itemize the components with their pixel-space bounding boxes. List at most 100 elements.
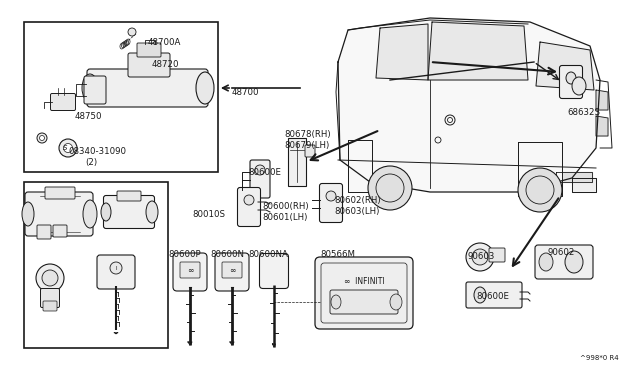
FancyBboxPatch shape	[87, 69, 208, 107]
FancyBboxPatch shape	[215, 253, 249, 291]
FancyBboxPatch shape	[259, 253, 289, 289]
Text: ^998*0 R4: ^998*0 R4	[580, 355, 619, 361]
FancyBboxPatch shape	[466, 282, 522, 308]
Text: ∞: ∞	[229, 266, 235, 275]
FancyBboxPatch shape	[321, 263, 407, 323]
Text: 80600NA: 80600NA	[248, 250, 288, 259]
Circle shape	[368, 166, 412, 210]
Ellipse shape	[326, 191, 336, 201]
Ellipse shape	[390, 294, 402, 310]
FancyBboxPatch shape	[319, 183, 342, 222]
Polygon shape	[536, 42, 594, 90]
FancyBboxPatch shape	[128, 53, 170, 77]
Text: 80600E: 80600E	[248, 168, 281, 177]
Text: 80010S: 80010S	[192, 210, 225, 219]
Bar	[24, 182, 168, 348]
Text: 80600(RH): 80600(RH)	[262, 202, 308, 211]
Polygon shape	[348, 140, 372, 192]
Polygon shape	[596, 90, 608, 110]
Circle shape	[37, 133, 47, 143]
Text: 68632S: 68632S	[567, 108, 600, 117]
FancyBboxPatch shape	[137, 43, 161, 57]
Text: 48700A: 48700A	[148, 38, 181, 47]
FancyBboxPatch shape	[45, 187, 75, 199]
Polygon shape	[572, 178, 596, 192]
Polygon shape	[556, 172, 592, 182]
Text: 80678(RH): 80678(RH)	[284, 130, 331, 139]
FancyBboxPatch shape	[37, 225, 51, 239]
FancyBboxPatch shape	[40, 289, 60, 308]
FancyBboxPatch shape	[222, 262, 242, 278]
Ellipse shape	[83, 200, 97, 228]
Ellipse shape	[255, 165, 265, 175]
Text: 90603: 90603	[468, 252, 495, 261]
FancyBboxPatch shape	[53, 225, 67, 237]
Text: 48720: 48720	[152, 60, 179, 69]
FancyBboxPatch shape	[173, 253, 207, 291]
Text: 80600P: 80600P	[168, 250, 200, 259]
Text: 80601(LH): 80601(LH)	[262, 213, 307, 222]
Polygon shape	[596, 116, 608, 136]
FancyBboxPatch shape	[250, 160, 270, 198]
Circle shape	[110, 262, 122, 274]
FancyBboxPatch shape	[25, 192, 93, 236]
Text: 80600N: 80600N	[210, 250, 244, 259]
FancyBboxPatch shape	[180, 262, 200, 278]
Ellipse shape	[244, 195, 254, 205]
FancyBboxPatch shape	[237, 187, 260, 227]
Ellipse shape	[566, 72, 576, 84]
Text: 80603(LH): 80603(LH)	[334, 207, 380, 216]
FancyBboxPatch shape	[97, 255, 135, 289]
Text: S: S	[63, 145, 67, 151]
Text: 90602: 90602	[548, 248, 575, 257]
Circle shape	[40, 135, 45, 141]
Text: 08340-31090: 08340-31090	[68, 147, 126, 156]
Circle shape	[466, 243, 494, 271]
FancyBboxPatch shape	[104, 196, 154, 228]
FancyBboxPatch shape	[51, 93, 76, 110]
Polygon shape	[428, 22, 528, 80]
FancyBboxPatch shape	[330, 290, 398, 314]
Ellipse shape	[539, 253, 553, 271]
Text: ∞: ∞	[187, 266, 193, 275]
Circle shape	[36, 264, 64, 292]
FancyBboxPatch shape	[305, 145, 315, 157]
FancyBboxPatch shape	[315, 257, 413, 329]
Circle shape	[128, 28, 136, 36]
Text: (2): (2)	[85, 158, 97, 167]
Text: 80602(RH): 80602(RH)	[334, 196, 381, 205]
Bar	[24, 22, 218, 172]
Ellipse shape	[82, 74, 98, 102]
Ellipse shape	[331, 295, 341, 309]
Ellipse shape	[196, 72, 214, 104]
FancyBboxPatch shape	[84, 76, 106, 104]
Text: I: I	[115, 266, 117, 270]
Polygon shape	[338, 18, 600, 192]
Polygon shape	[518, 142, 562, 196]
FancyBboxPatch shape	[117, 191, 141, 201]
FancyBboxPatch shape	[489, 248, 505, 262]
Circle shape	[42, 270, 58, 286]
Ellipse shape	[565, 251, 583, 273]
Ellipse shape	[101, 203, 111, 221]
Ellipse shape	[146, 201, 158, 223]
Ellipse shape	[474, 287, 486, 303]
Circle shape	[63, 144, 72, 153]
FancyBboxPatch shape	[559, 65, 582, 99]
Circle shape	[518, 168, 562, 212]
Text: 48750: 48750	[75, 112, 102, 121]
Circle shape	[472, 249, 488, 265]
Ellipse shape	[22, 202, 34, 226]
Text: 80679(LH): 80679(LH)	[284, 141, 329, 150]
Polygon shape	[376, 24, 428, 80]
FancyArrowPatch shape	[114, 333, 118, 334]
Circle shape	[59, 139, 77, 157]
FancyBboxPatch shape	[535, 245, 593, 279]
Text: 48700: 48700	[232, 88, 259, 97]
FancyBboxPatch shape	[288, 138, 306, 186]
FancyBboxPatch shape	[43, 301, 57, 311]
Text: 80566M: 80566M	[320, 250, 355, 259]
Ellipse shape	[572, 77, 586, 95]
Text: 80600E: 80600E	[476, 292, 509, 301]
Text: ∞  INFINITI: ∞ INFINITI	[344, 278, 384, 286]
